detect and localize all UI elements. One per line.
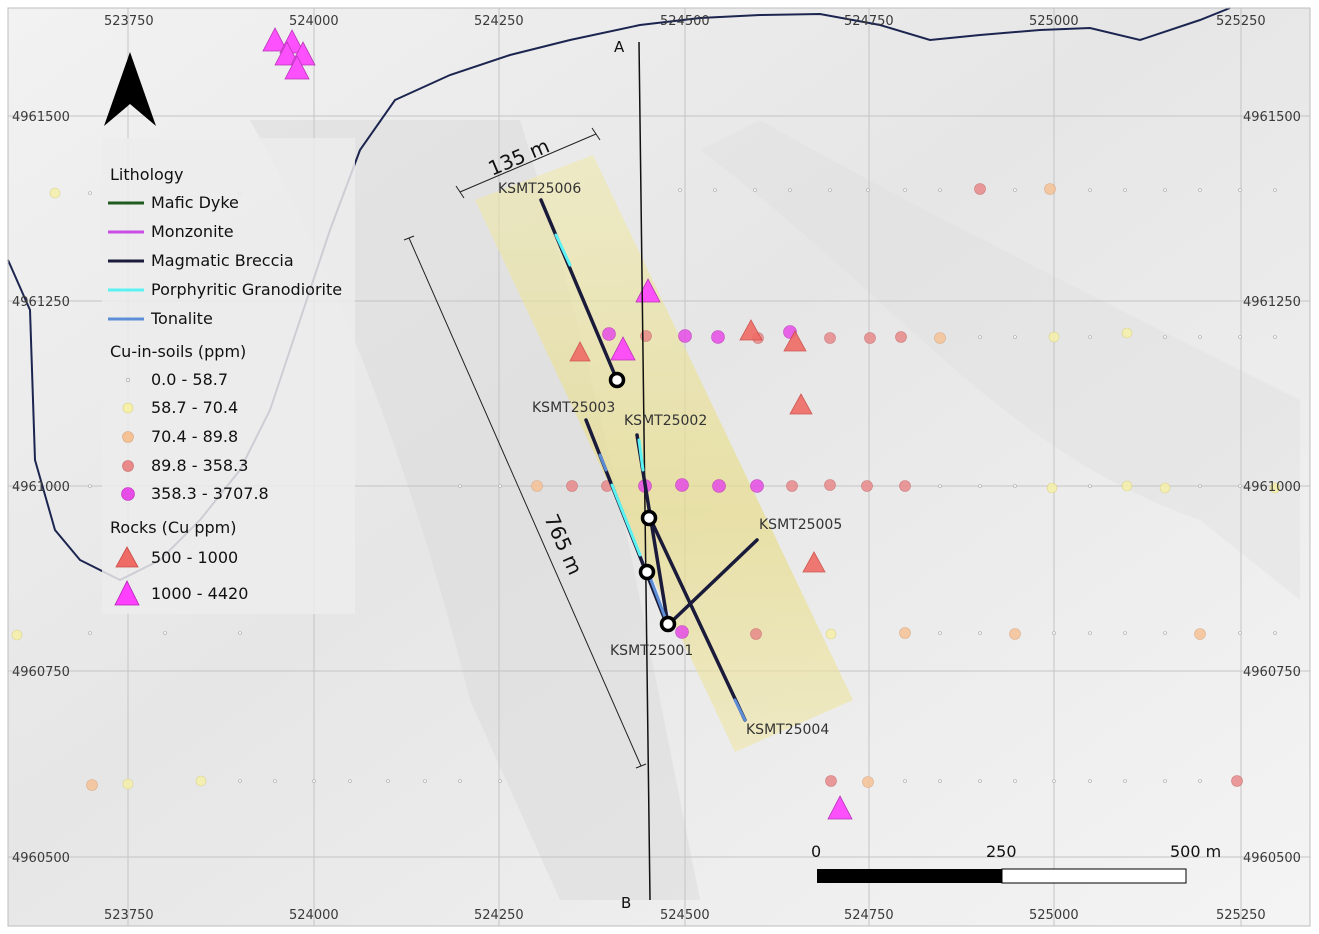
legend-item-tonalite: Tonalite bbox=[150, 309, 213, 328]
legend-swatch-rock-1 bbox=[115, 546, 139, 568]
drillhole-label-ksmt25002: KSMT25002 bbox=[624, 413, 707, 429]
length-dimension bbox=[403, 235, 647, 769]
svg-text:4960500: 4960500 bbox=[1243, 851, 1301, 866]
svg-text:525000: 525000 bbox=[1029, 908, 1079, 923]
svg-text:4961000: 4961000 bbox=[12, 480, 70, 495]
soil-samples-red bbox=[566, 183, 1243, 787]
svg-text:4961500: 4961500 bbox=[1243, 110, 1301, 125]
legend-item-monzonite: Monzonite bbox=[151, 222, 234, 241]
drillhole-traces bbox=[539, 198, 759, 722]
drillhole-collars[interactable] bbox=[608, 371, 677, 633]
width-dimension bbox=[455, 127, 601, 199]
svg-text:524250: 524250 bbox=[474, 14, 524, 29]
svg-text:523750: 523750 bbox=[104, 908, 154, 923]
svg-text:524000: 524000 bbox=[289, 908, 339, 923]
scale-bar: 0 250 500 m bbox=[811, 842, 1221, 884]
legend-item-mafic-dyke: Mafic Dyke bbox=[151, 193, 239, 212]
y-coordinate-labels-left: 4961500 4961250 4961000 4960750 4960500 bbox=[12, 110, 70, 866]
svg-text:4961000: 4961000 bbox=[1243, 480, 1301, 495]
legend-lithology-title: Lithology bbox=[110, 165, 183, 184]
drillhole-label-ksmt25004: KSMT25004 bbox=[746, 722, 829, 738]
legend-swatch-soil-5 bbox=[121, 487, 135, 501]
rock-samples-1000-4420 bbox=[262, 27, 853, 820]
drillhole-label-ksmt25006: KSMT25006 bbox=[498, 181, 581, 197]
legend-item-magmatic-breccia: Magmatic Breccia bbox=[151, 251, 294, 270]
legend: Lithology Mafic Dyke Monzonite Magmatic … bbox=[102, 138, 355, 614]
y-coordinate-labels-right: 4961500 4961250 4961000 4960750 4960500 bbox=[1243, 110, 1301, 866]
scale-label-250: 250 bbox=[986, 842, 1017, 861]
legend-rocks-title: Rocks (Cu ppm) bbox=[110, 518, 236, 537]
legend-item-soil-2: 58.7 - 70.4 bbox=[151, 398, 238, 417]
svg-text:524000: 524000 bbox=[289, 14, 339, 29]
north-arrow-icon bbox=[104, 52, 156, 126]
legend-swatch-soil-4 bbox=[122, 460, 134, 472]
legend-soils-title: Cu-in-soils (ppm) bbox=[110, 342, 246, 361]
valley-shade bbox=[250, 120, 700, 900]
drillhole-label-ksmt25003: KSMT25003 bbox=[532, 400, 615, 416]
drillhole-label-ksmt25001: KSMT25001 bbox=[610, 643, 693, 659]
legend-swatch-rock-2 bbox=[114, 580, 140, 606]
svg-text:4961500: 4961500 bbox=[12, 110, 70, 125]
rock-samples-500-1000 bbox=[569, 319, 826, 573]
svg-text:524750: 524750 bbox=[844, 14, 894, 29]
legend-swatch-soil-2 bbox=[122, 402, 134, 414]
svg-text:4961250: 4961250 bbox=[12, 295, 70, 310]
svg-text:525250: 525250 bbox=[1216, 14, 1266, 29]
ridge-shade bbox=[700, 120, 1300, 600]
legend-swatch-soil-1 bbox=[125, 377, 131, 383]
svg-text:4960750: 4960750 bbox=[12, 665, 70, 680]
scale-label-500: 500 m bbox=[1170, 842, 1221, 861]
target-zone bbox=[475, 155, 853, 752]
svg-text:4960750: 4960750 bbox=[1243, 665, 1301, 680]
legend-item-soil-3: 70.4 - 89.8 bbox=[151, 427, 238, 446]
legend-item-rock-1: 500 - 1000 bbox=[151, 548, 238, 567]
soil-samples-magenta bbox=[602, 325, 797, 639]
svg-text:524500: 524500 bbox=[660, 14, 710, 29]
svg-text:524250: 524250 bbox=[474, 908, 524, 923]
scale-label-0: 0 bbox=[811, 842, 821, 861]
map-frame bbox=[7, 7, 1311, 927]
svg-text:524500: 524500 bbox=[660, 908, 710, 923]
legend-swatch-soil-3 bbox=[122, 431, 134, 443]
soil-samples-yellow bbox=[11, 187, 1281, 790]
x-coordinate-labels-bottom: 523750 524000 524250 524500 524750 52500… bbox=[104, 908, 1266, 923]
legend-item-rock-2: 1000 - 4420 bbox=[151, 584, 248, 603]
legend-item-soil-5: 358.3 - 3707.8 bbox=[151, 484, 269, 503]
section-end-label: B bbox=[621, 894, 631, 912]
soil-samples-orange bbox=[86, 183, 1206, 791]
drillhole-label-ksmt25005: KSMT25005 bbox=[759, 517, 842, 533]
svg-text:525000: 525000 bbox=[1029, 14, 1079, 29]
svg-text:523750: 523750 bbox=[104, 14, 154, 29]
svg-text:524750: 524750 bbox=[844, 908, 894, 923]
x-coordinate-labels-top: 523750 524000 524250 524500 524750 52500… bbox=[104, 14, 1266, 29]
svg-text:525250: 525250 bbox=[1216, 908, 1266, 923]
legend-item-soil-1: 0.0 - 58.7 bbox=[151, 370, 228, 389]
legend-item-soil-4: 89.8 - 358.3 bbox=[151, 456, 248, 475]
svg-text:4961250: 4961250 bbox=[1243, 295, 1301, 310]
section-start-label: A bbox=[614, 38, 625, 56]
legend-item-porphyritic-granodiorite: Porphyritic Granodiorite bbox=[151, 280, 342, 299]
svg-text:4960500: 4960500 bbox=[12, 851, 70, 866]
